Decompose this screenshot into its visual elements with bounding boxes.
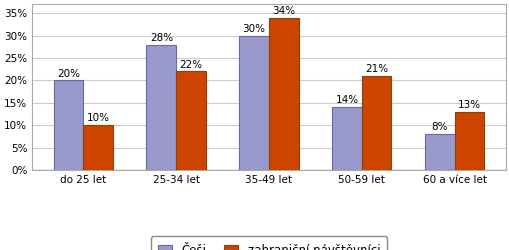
Bar bbox=[331, 107, 361, 170]
Text: 22%: 22% bbox=[179, 60, 202, 70]
Bar bbox=[83, 125, 113, 170]
Text: 21%: 21% bbox=[364, 64, 387, 74]
Bar bbox=[424, 134, 454, 170]
Bar bbox=[454, 112, 484, 170]
Text: 20%: 20% bbox=[57, 68, 80, 78]
Text: 34%: 34% bbox=[272, 6, 295, 16]
Text: 13%: 13% bbox=[457, 100, 480, 110]
Text: 14%: 14% bbox=[335, 96, 358, 106]
Text: 30%: 30% bbox=[242, 24, 265, 34]
Text: 10%: 10% bbox=[87, 114, 109, 124]
Bar bbox=[268, 18, 298, 170]
Text: 28%: 28% bbox=[150, 33, 173, 43]
Bar bbox=[53, 80, 83, 170]
Bar bbox=[32, 170, 505, 177]
Bar bbox=[176, 72, 206, 170]
Bar bbox=[146, 44, 176, 170]
Text: 8%: 8% bbox=[431, 122, 447, 132]
Legend: Češi, zahraniční návštěvníci: Češi, zahraniční návštěvníci bbox=[150, 236, 387, 250]
Bar bbox=[239, 36, 268, 170]
Bar bbox=[361, 76, 391, 170]
